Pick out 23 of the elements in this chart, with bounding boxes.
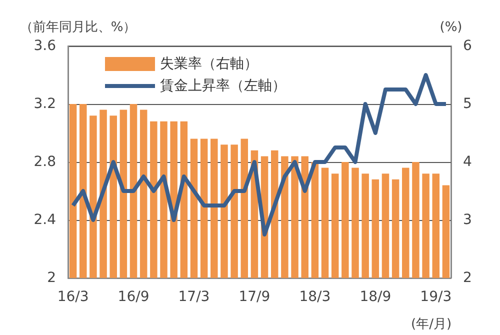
x-axis-title: (年/月) (411, 317, 452, 332)
x-tick-label: 19/3 (420, 289, 452, 305)
x-tick-label: 17/9 (238, 289, 270, 305)
y2-tick-label: 5 (463, 96, 472, 112)
line-series (71, 73, 448, 236)
x-tick-label: 18/3 (299, 289, 331, 305)
legend-label: 賃金上昇率（左軸） (160, 78, 286, 94)
y2-tick-label: 4 (463, 154, 472, 170)
y2-tick-label: 2 (463, 270, 472, 286)
y2-axis-title: (%) (440, 20, 462, 35)
y-tick-label: 3.2 (34, 96, 56, 112)
y-tick-label: 2.8 (34, 154, 56, 170)
x-tick-label: 17/3 (178, 289, 210, 305)
y-tick-label: 3.6 (34, 38, 56, 54)
legend-label: 失業率（右軸） (160, 56, 258, 72)
y-axis-title: （前年同月比、%） (20, 20, 136, 35)
y-tick-label: 2.4 (34, 212, 56, 228)
y2-tick-label: 3 (463, 212, 472, 228)
x-tick-label: 16/3 (57, 289, 89, 305)
x-tick-label: 18/9 (360, 289, 392, 305)
y-tick-label: 2 (47, 270, 56, 286)
y2-tick-label: 6 (463, 38, 472, 54)
x-tick-label: 16/9 (118, 289, 150, 305)
